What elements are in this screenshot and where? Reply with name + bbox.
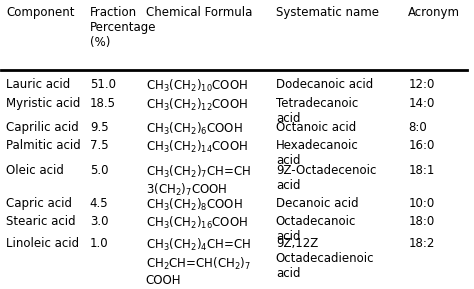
Text: 18:0: 18:0 xyxy=(409,215,435,228)
Text: CH$_3$(CH$_2$)$_{16}$COOH: CH$_3$(CH$_2$)$_{16}$COOH xyxy=(146,215,247,231)
Text: Myristic acid: Myristic acid xyxy=(6,97,81,110)
Text: Lauric acid: Lauric acid xyxy=(6,78,70,91)
Text: Dodecanoic acid: Dodecanoic acid xyxy=(276,78,373,91)
Text: 51.0: 51.0 xyxy=(90,78,116,91)
Text: CH$_3$(CH$_2$)$_{10}$COOH: CH$_3$(CH$_2$)$_{10}$COOH xyxy=(146,78,247,94)
Text: 1.0: 1.0 xyxy=(90,237,109,250)
Text: 10:0: 10:0 xyxy=(409,197,435,210)
Text: 18:2: 18:2 xyxy=(409,237,435,250)
Text: Capric acid: Capric acid xyxy=(6,197,72,210)
Text: CH$_3$(CH$_2$)$_6$COOH: CH$_3$(CH$_2$)$_6$COOH xyxy=(146,121,242,137)
Text: 9Z,12Z
Octadecadienoic
acid: 9Z,12Z Octadecadienoic acid xyxy=(276,237,374,280)
Text: Octanoic acid: Octanoic acid xyxy=(276,121,356,134)
Text: CH$_3$(CH$_2$)$_8$COOH: CH$_3$(CH$_2$)$_8$COOH xyxy=(146,197,242,213)
Text: CH$_3$(CH$_2$)$_{12}$COOH: CH$_3$(CH$_2$)$_{12}$COOH xyxy=(146,97,247,113)
Text: 16:0: 16:0 xyxy=(409,139,435,152)
Text: Component: Component xyxy=(6,6,74,19)
Text: 5.0: 5.0 xyxy=(90,164,108,177)
Text: CH$_3$(CH$_2$)$_7$CH=CH
3(CH$_2$)$_7$COOH: CH$_3$(CH$_2$)$_7$CH=CH 3(CH$_2$)$_7$COO… xyxy=(146,164,251,198)
Text: 3.0: 3.0 xyxy=(90,215,108,228)
Text: 18:1: 18:1 xyxy=(409,164,435,177)
Text: Acronym: Acronym xyxy=(409,6,460,19)
Text: Caprilic acid: Caprilic acid xyxy=(6,121,79,134)
Text: 8:0: 8:0 xyxy=(409,121,427,134)
Text: Chemical Formula: Chemical Formula xyxy=(146,6,252,19)
Text: Stearic acid: Stearic acid xyxy=(6,215,76,228)
Text: Fraction
Percentage
(%): Fraction Percentage (%) xyxy=(90,6,156,49)
Text: 4.5: 4.5 xyxy=(90,197,109,210)
Text: Systematic name: Systematic name xyxy=(276,6,379,19)
Text: CH$_3$(CH$_2$)$_4$CH=CH
CH$_2$CH=CH(CH$_2$)$_7$
COOH: CH$_3$(CH$_2$)$_4$CH=CH CH$_2$CH=CH(CH$_… xyxy=(146,237,251,287)
Text: Oleic acid: Oleic acid xyxy=(6,164,64,177)
Text: Octadecanoic
acid: Octadecanoic acid xyxy=(276,215,356,243)
Text: CH$_3$(CH$_2$)$_{14}$COOH: CH$_3$(CH$_2$)$_{14}$COOH xyxy=(146,139,247,155)
Text: 14:0: 14:0 xyxy=(409,97,435,110)
Text: Tetradecanoic
acid: Tetradecanoic acid xyxy=(276,97,358,125)
Text: Palmitic acid: Palmitic acid xyxy=(6,139,81,152)
Text: 9Z-Octadecenoic
acid: 9Z-Octadecenoic acid xyxy=(276,164,376,192)
Text: 18.5: 18.5 xyxy=(90,97,116,110)
Text: Decanoic acid: Decanoic acid xyxy=(276,197,358,210)
Text: 12:0: 12:0 xyxy=(409,78,435,91)
Text: 7.5: 7.5 xyxy=(90,139,109,152)
Text: Hexadecanoic
acid: Hexadecanoic acid xyxy=(276,139,358,167)
Text: 9.5: 9.5 xyxy=(90,121,109,134)
Text: Linoleic acid: Linoleic acid xyxy=(6,237,79,250)
